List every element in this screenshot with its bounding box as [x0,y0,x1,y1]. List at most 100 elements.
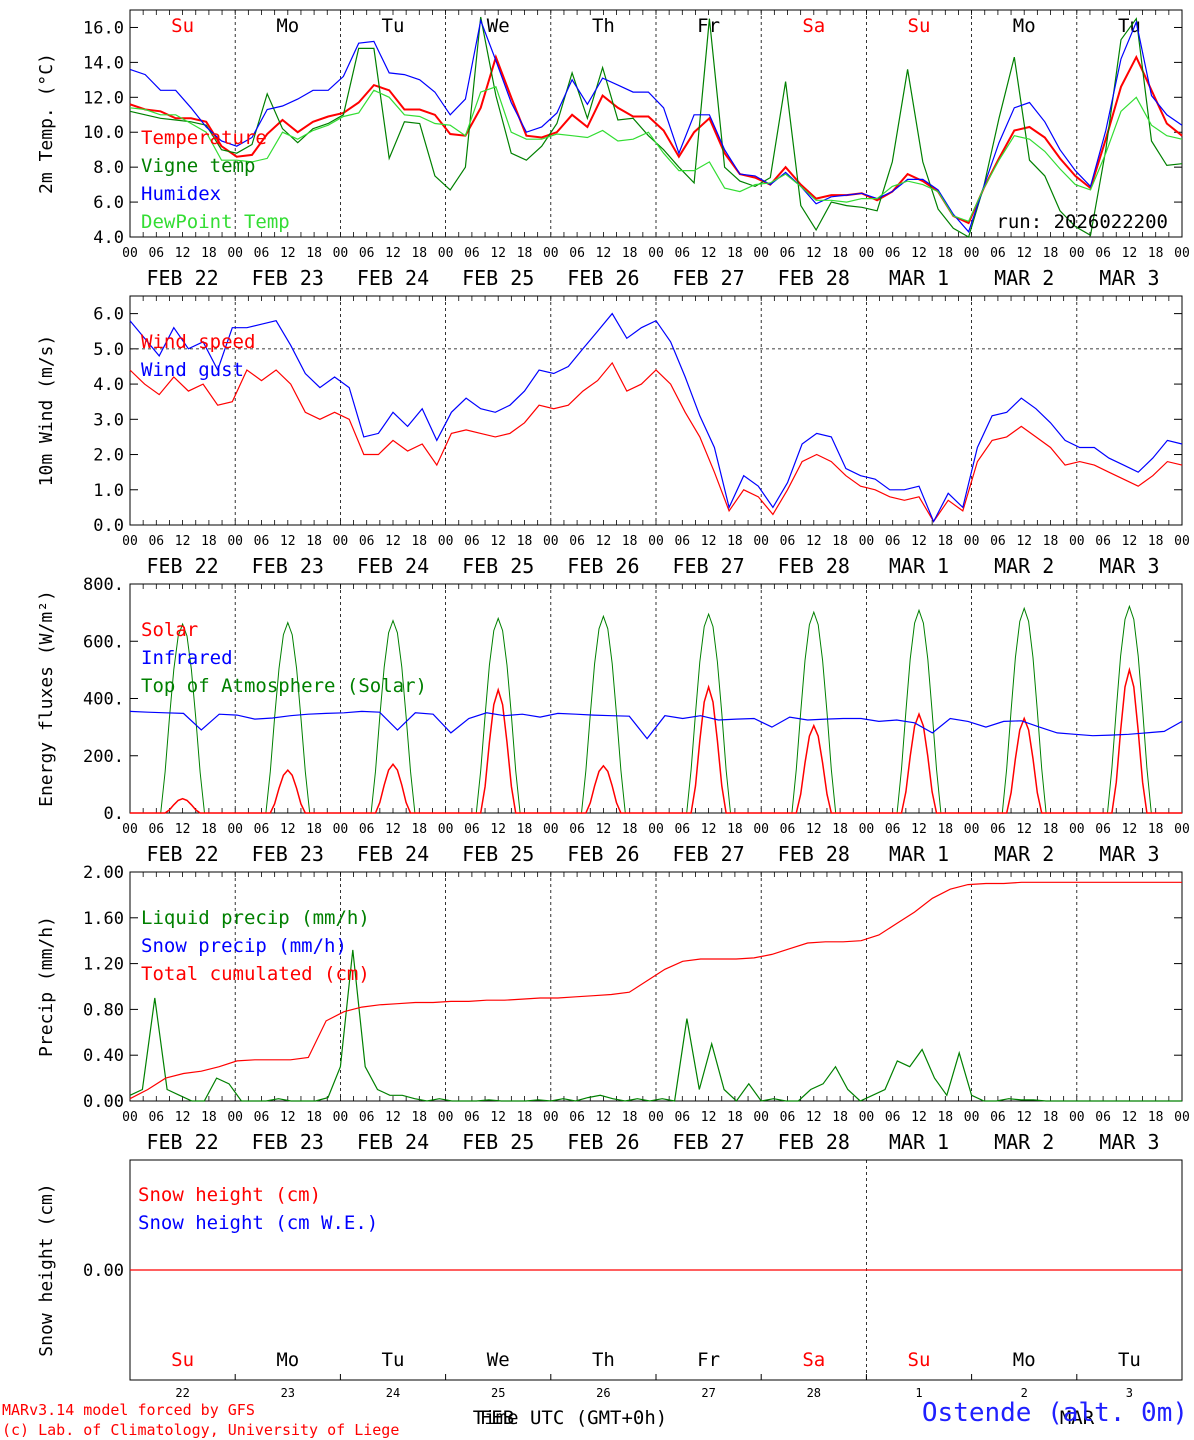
date-label: FEB 23 [252,842,324,866]
hour-tick-label: 12 [385,822,401,837]
hour-tick-label: 18 [1148,1110,1164,1125]
legend-entry: Wind gust [141,359,244,381]
hour-tick-label: 12 [1122,822,1138,837]
hour-tick-label: 12 [911,1110,927,1125]
y-tick-label: 0.40 [83,1046,124,1066]
hour-tick-label: 12 [490,1110,506,1125]
hour-tick-label: 18 [1148,822,1164,837]
hour-tick-label: 18 [937,822,953,837]
date-label: FEB 27 [672,554,744,578]
hour-tick-label: 00 [438,822,454,837]
hour-tick-label: 00 [859,822,875,837]
date-label: MAR 3 [1099,842,1159,866]
day-of-week-label: Fr [697,1349,720,1371]
hour-tick-label: 12 [806,534,822,549]
y-tick-label: 5.0 [93,340,124,360]
y-tick-label: 1.60 [83,909,124,929]
hour-tick-label: 12 [175,1110,191,1125]
hour-tick-label: 06 [464,1110,480,1125]
legend-entry: Snow height (cm W.E.) [138,1212,378,1234]
day-of-week-label: Sa [802,1349,825,1371]
hour-tick-label: 06 [990,822,1006,837]
hour-tick-label: 12 [280,822,296,837]
hour-tick-label: 00 [1174,1110,1190,1125]
hour-tick-label: 18 [832,1110,848,1125]
hour-tick-label: 18 [727,822,743,837]
day-number-label: 27 [701,1386,715,1400]
date-label: FEB 22 [146,554,218,578]
hour-tick-label: 00 [1174,822,1190,837]
date-label: FEB 26 [567,554,639,578]
hour-tick-label: 12 [806,822,822,837]
hour-tick-label: 12 [911,822,927,837]
hour-tick-label: 00 [227,534,243,549]
hour-tick-label: 00 [543,822,559,837]
hour-tick-label: 18 [937,534,953,549]
hour-tick-label: 00 [859,534,875,549]
credit-line-2: (c) Lab. of Climatology, University of L… [2,1421,400,1439]
date-label: FEB 22 [146,1130,218,1154]
hour-tick-label: 06 [359,822,375,837]
y-tick-label: 12.0 [83,88,124,108]
hour-tick-label: 12 [701,246,717,261]
run-annotation: run: 2026022200 [996,211,1168,233]
hour-tick-label: 12 [490,246,506,261]
hour-tick-label: 00 [964,246,980,261]
date-label: FEB 23 [252,1130,324,1154]
day-number-label: 22 [175,1386,189,1400]
hour-tick-label: 12 [280,246,296,261]
hour-tick-label: 18 [832,534,848,549]
hour-tick-label: 06 [780,1110,796,1125]
hour-tick-label: 06 [885,822,901,837]
y-tick-label: 400. [83,690,124,710]
hour-tick-label: 18 [306,534,322,549]
hour-tick-label: 00 [438,534,454,549]
hour-tick-label: 00 [1069,822,1085,837]
date-label: MAR 2 [994,266,1054,290]
hour-tick-label: 12 [596,822,612,837]
date-label: FEB 27 [672,1130,744,1154]
day-number-label: 1 [915,1386,922,1400]
date-label: MAR 3 [1099,554,1159,578]
legend-entry: Temperature [141,127,267,149]
solar-curve [866,712,972,814]
hour-tick-label: 12 [701,1110,717,1125]
hour-tick-label: 00 [438,1110,454,1125]
hour-tick-label: 06 [254,1110,270,1125]
hour-tick-label: 18 [1043,1110,1059,1125]
hour-tick-label: 00 [122,1110,138,1125]
hour-tick-label: 18 [306,1110,322,1125]
legend-entry: Total cumulated (cm) [141,963,370,985]
legend-entry: Top of Atmosphere (Solar) [141,675,427,697]
y-tick-label: 600. [83,632,124,652]
hour-tick-label: 00 [122,534,138,549]
hour-tick-label: 12 [490,822,506,837]
y-axis-label: 2m Temp. (°C) [36,53,57,194]
hour-tick-label: 18 [1043,246,1059,261]
y-tick-label: 4.0 [93,228,124,248]
hour-tick-label: 06 [569,246,585,261]
date-label: FEB 24 [357,266,429,290]
hour-tick-label: 18 [411,1110,427,1125]
hour-tick-label: 18 [201,246,217,261]
hour-tick-label: 18 [411,534,427,549]
hour-tick-label: 18 [1043,534,1059,549]
series-wind-speed [129,361,1183,523]
day-of-week-label: Sa [802,15,825,37]
toa-solar-curve [761,610,867,814]
day-of-week-label: Su [171,1349,194,1371]
hour-tick-label: 06 [148,822,164,837]
hour-tick-label: 18 [1148,534,1164,549]
toa-solar-curve [971,606,1077,814]
hour-tick-label: 12 [490,534,506,549]
hour-tick-label: 18 [832,822,848,837]
hour-tick-label: 00 [964,1110,980,1125]
hour-tick-label: 12 [175,246,191,261]
hour-tick-label: 06 [990,1110,1006,1125]
hour-tick-label: 00 [333,1110,349,1125]
day-of-week-label: Mo [1013,1349,1036,1371]
day-of-week-label: Th [592,1349,615,1371]
date-label: FEB 27 [672,842,744,866]
hour-tick-label: 12 [1016,1110,1032,1125]
